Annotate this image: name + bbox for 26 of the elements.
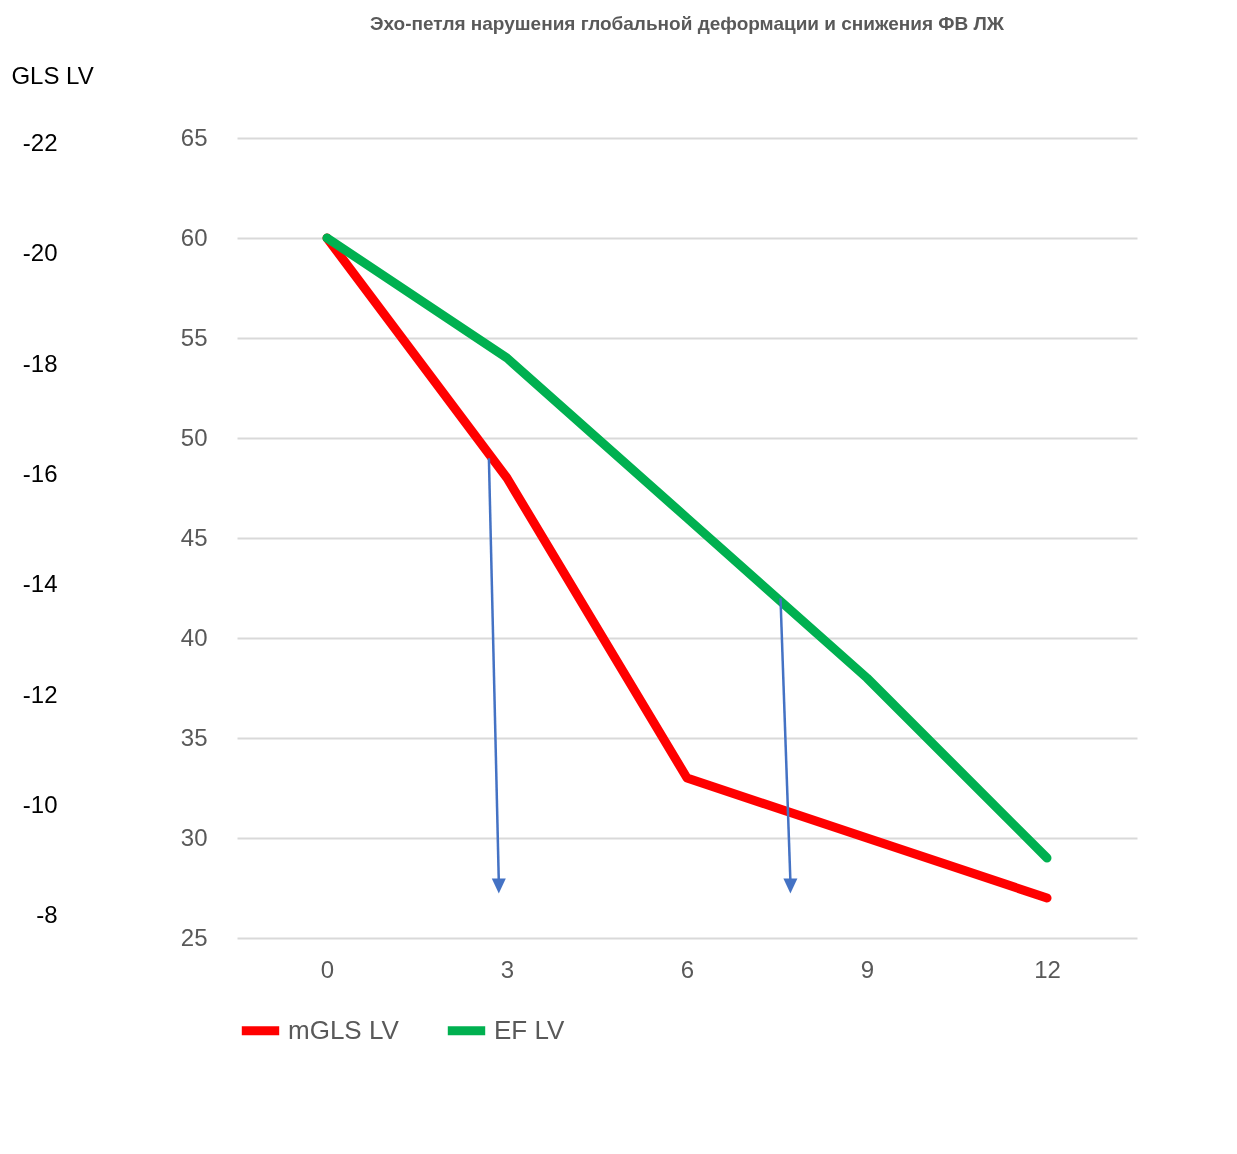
y2-tick-label: -14 [22, 570, 58, 598]
y-tick-label: 30 [180, 823, 208, 851]
y-tick-label: 40 [180, 623, 208, 651]
x-tick-label: 6 [680, 955, 695, 983]
y-tick-label: 60 [180, 223, 208, 251]
y-tick-label: 35 [180, 723, 208, 751]
y-tick-label: 65 [180, 123, 208, 151]
y2-tick-label: -18 [22, 349, 58, 377]
y2-tick-label: -8 [36, 901, 58, 929]
y2-axis-title: GLS LV [11, 61, 94, 89]
y2-tick-label: -16 [22, 460, 58, 488]
chart-title: Эхо-петля нарушения глобальной деформации и снижения ФВ ЛЖ [369, 13, 1005, 34]
y2-tick-label: -22 [22, 129, 58, 157]
legend-label: mGLS LV [288, 1014, 400, 1045]
y-tick-label: 25 [180, 923, 208, 951]
x-tick-label: 3 [500, 955, 515, 983]
y2-tick-label: -10 [22, 791, 58, 819]
y-tick-label: 50 [180, 423, 208, 451]
x-tick-label: 12 [1034, 955, 1061, 983]
y-tick-label: 45 [180, 523, 208, 551]
x-tick-label: 9 [860, 955, 875, 983]
x-tick-label: 0 [320, 955, 335, 983]
y-tick-label: 55 [180, 323, 208, 351]
legend-label: EF LV [494, 1014, 565, 1045]
y2-tick-label: -12 [22, 680, 58, 708]
y2-tick-label: -20 [22, 239, 58, 267]
